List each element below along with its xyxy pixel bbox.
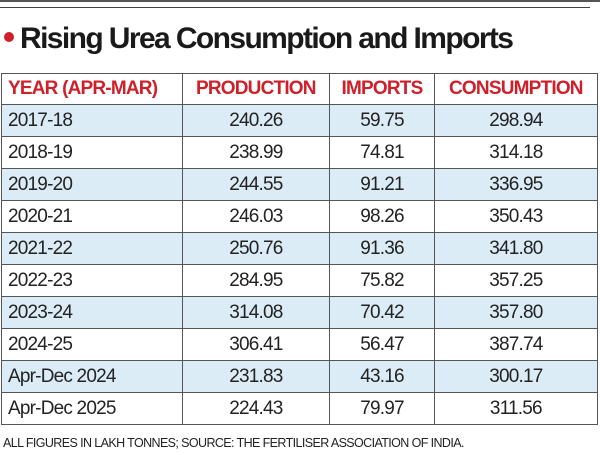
year-cell: 2019-20: [1, 168, 183, 201]
year-cell: 2020-21: [1, 200, 183, 233]
header-row: YEAR (APR-MAR) PRODUCTION IMPORTS CONSUMPTI…: [1, 73, 599, 105]
table-row: 2021-22 250.76 91.36 341.80: [1, 232, 599, 265]
year-cell: 2018-19: [1, 136, 183, 169]
value-cell: 75.82: [329, 264, 435, 297]
top-rule: [0, 0, 600, 2]
value-cell: 240.26: [181, 104, 331, 137]
column-header: CONSUMPTION: [433, 73, 599, 105]
data-table: YEAR (APR-MAR) PRODUCTION IMPORTS CONSUMPTI…: [1, 73, 599, 425]
value-cell: 43.16: [329, 360, 435, 393]
value-cell: 357.80: [433, 296, 599, 329]
table-row: 2017-18 240.26 59.75 298.94: [1, 104, 599, 137]
value-cell: 387.74: [433, 328, 599, 361]
year-cell: Apr-Dec 2025: [1, 392, 183, 425]
column-header: PRODUCTION: [181, 73, 331, 105]
top-divider: [0, 7, 590, 8]
year-cell: Apr-Dec 2024: [1, 360, 183, 393]
table-row: 2019-20 244.55 91.21 336.95: [1, 168, 599, 201]
year-cell: 2017-18: [1, 104, 183, 137]
value-cell: 91.21: [329, 168, 435, 201]
year-cell: 2024-25: [1, 328, 183, 361]
value-cell: 231.83: [181, 360, 331, 393]
value-cell: 350.43: [433, 200, 599, 233]
table-row: Apr-Dec 2025 224.43 79.97 311.56: [1, 392, 599, 425]
value-cell: 306.41: [181, 328, 331, 361]
value-cell: 311.56: [433, 392, 599, 425]
value-cell: 91.36: [329, 232, 435, 265]
chart-title: Rising Urea Consumption and Imports: [4, 22, 514, 56]
value-cell: 74.81: [329, 136, 435, 169]
year-cell: 2023-24: [1, 296, 183, 329]
value-cell: 70.42: [329, 296, 435, 329]
value-cell: 244.55: [181, 168, 331, 201]
value-cell: 314.18: [433, 136, 599, 169]
value-cell: 284.95: [181, 264, 331, 297]
table-row: 2020-21 246.03 98.26 350.43: [1, 200, 599, 233]
year-cell: 2022-23: [1, 264, 183, 297]
table-row: 2022-23 284.95 75.82 357.25: [1, 264, 599, 297]
value-cell: 56.47: [329, 328, 435, 361]
title-text: Rising Urea Consumption and Imports: [20, 22, 514, 55]
value-cell: 98.26: [329, 200, 435, 233]
value-cell: 250.76: [181, 232, 331, 265]
table-row: Apr-Dec 2024 231.83 43.16 300.17: [1, 360, 599, 393]
table-row: 2018-19 238.99 74.81 314.18: [1, 136, 599, 169]
value-cell: 357.25: [433, 264, 599, 297]
value-cell: 300.17: [433, 360, 599, 393]
value-cell: 59.75: [329, 104, 435, 137]
value-cell: 298.94: [433, 104, 599, 137]
table-row: 2023-24 314.08 70.42 357.80: [1, 296, 599, 329]
value-cell: 341.80: [433, 232, 599, 265]
value-cell: 238.99: [181, 136, 331, 169]
table-row: 2024-25 306.41 56.47 387.74: [1, 328, 599, 361]
column-header: IMPORTS: [329, 73, 435, 105]
value-cell: 79.97: [329, 392, 435, 425]
column-header: YEAR (APR-MAR): [1, 73, 183, 105]
value-cell: 314.08: [181, 296, 331, 329]
value-cell: 336.95: [433, 168, 599, 201]
value-cell: 246.03: [181, 200, 331, 233]
bullet-icon: [4, 32, 14, 43]
value-cell: 224.43: [181, 392, 331, 425]
year-cell: 2021-22: [1, 232, 183, 265]
source-note: ALL FIGURES IN LAKH TONNES; SOURCE: THE …: [3, 436, 464, 450]
